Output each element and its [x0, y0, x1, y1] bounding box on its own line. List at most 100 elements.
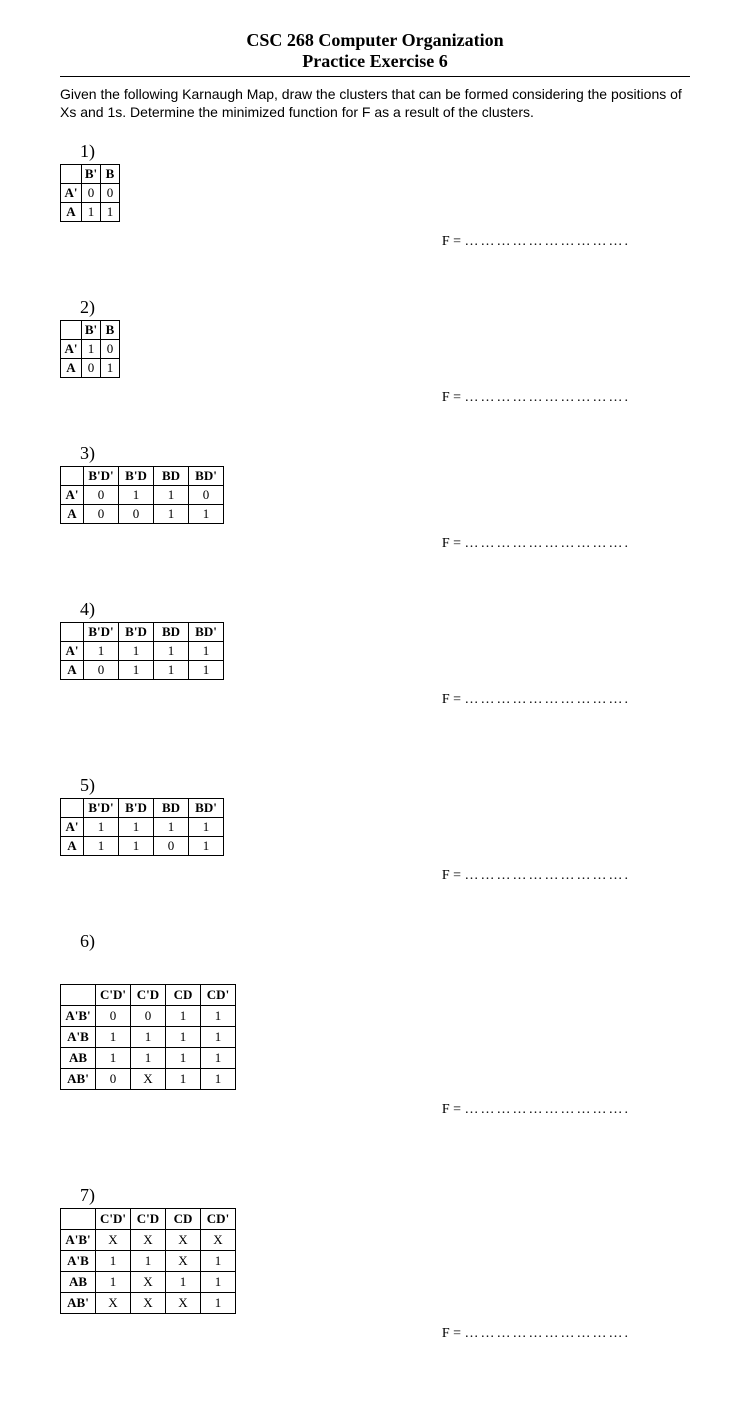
kmap-corner: [61, 985, 96, 1006]
kmap-cell: X: [166, 1230, 201, 1251]
answer-prefix: F =: [442, 536, 465, 551]
page-header: CSC 268 Computer Organization Practice E…: [60, 30, 690, 77]
kmap-cell: 0: [189, 486, 224, 505]
col-header: C'D': [96, 985, 131, 1006]
col-header: C'D': [96, 1209, 131, 1230]
kmap-cell: 1: [96, 1027, 131, 1048]
answer-line-6: F = ………………………….: [442, 1102, 630, 1118]
kmap-cell: 1: [119, 661, 154, 680]
row-header: AB: [61, 1272, 96, 1293]
kmap-cell: 0: [96, 1069, 131, 1090]
col-header: BD': [189, 467, 224, 486]
kmap-cell: 1: [96, 1048, 131, 1069]
kmap-5: B'D' B'D BD BD' A' 1 1 1 1 A 1 1 0 1: [60, 798, 224, 856]
col-header: C'D: [131, 985, 166, 1006]
col-header: CD': [201, 985, 236, 1006]
kmap-cell: 1: [189, 837, 224, 856]
kmap-cell: X: [96, 1293, 131, 1314]
kmap-cell: 0: [82, 359, 101, 378]
col-header: B'D: [119, 623, 154, 642]
col-header: BD: [154, 467, 189, 486]
kmap-corner: [61, 467, 84, 486]
col-header: B'D: [119, 799, 154, 818]
header-line-1: CSC 268 Computer Organization: [60, 30, 690, 51]
col-header: B'D': [84, 623, 119, 642]
answer-prefix: F =: [442, 234, 465, 249]
kmap-cell: 0: [101, 340, 120, 359]
kmap-cell: 1: [166, 1069, 201, 1090]
problem-1-number: 1): [80, 141, 690, 162]
row-header: A: [61, 661, 84, 680]
answer-prefix: F =: [442, 1102, 465, 1117]
kmap-cell: 1: [154, 661, 189, 680]
col-header: B': [82, 165, 101, 184]
kmap-cell: 1: [154, 642, 189, 661]
kmap-cell: 1: [189, 818, 224, 837]
problem-7: 7) C'D' C'D CD CD' A'B' X X X X A'B 1 1 …: [60, 1185, 690, 1314]
kmap-cell: 1: [154, 818, 189, 837]
kmap-cell: 1: [101, 203, 120, 222]
kmap-cell: 1: [166, 1048, 201, 1069]
kmap-cell: 1: [84, 642, 119, 661]
row-header: A': [61, 486, 84, 505]
kmap-cell: X: [131, 1293, 166, 1314]
col-header: B: [101, 321, 120, 340]
col-header: BD: [154, 799, 189, 818]
problem-1: 1) B' B A' 0 0 A 1 1 F = ………………………….: [60, 141, 690, 222]
answer-dots: ………………………….: [465, 234, 631, 249]
problem-5-number: 5): [80, 775, 690, 796]
kmap-corner: [61, 1209, 96, 1230]
kmap-cell: 1: [96, 1251, 131, 1272]
kmap-cell: 1: [131, 1251, 166, 1272]
kmap-cell: X: [131, 1272, 166, 1293]
kmap-cell: 1: [119, 642, 154, 661]
kmap-cell: 1: [189, 661, 224, 680]
col-header: BD': [189, 623, 224, 642]
row-header: A: [61, 203, 82, 222]
answer-dots: ………………………….: [465, 390, 631, 405]
answer-line-4: F = ………………………….: [442, 692, 630, 708]
col-header: B'D': [84, 467, 119, 486]
kmap-7: C'D' C'D CD CD' A'B' X X X X A'B 1 1 X 1…: [60, 1208, 236, 1314]
col-header: B'D': [84, 799, 119, 818]
row-header: A'B': [61, 1006, 96, 1027]
kmap-cell: 0: [82, 184, 101, 203]
kmap-cell: 0: [154, 837, 189, 856]
answer-prefix: F =: [442, 868, 465, 883]
kmap-cell: 1: [201, 1293, 236, 1314]
problem-3-number: 3): [80, 443, 690, 464]
answer-line-3: F = ………………………….: [442, 536, 630, 552]
kmap-cell: 0: [101, 184, 120, 203]
kmap-cell: X: [96, 1230, 131, 1251]
kmap-cell: 1: [166, 1006, 201, 1027]
answer-dots: ………………………….: [465, 868, 631, 883]
kmap-cell: 1: [119, 486, 154, 505]
kmap-cell: 1: [201, 1069, 236, 1090]
answer-dots: ………………………….: [465, 1102, 631, 1117]
kmap-cell: 1: [82, 203, 101, 222]
kmap-2: B' B A' 1 0 A 0 1: [60, 320, 120, 378]
kmap-cell: X: [131, 1230, 166, 1251]
kmap-cell: 1: [166, 1027, 201, 1048]
kmap-cell: 1: [119, 837, 154, 856]
problem-7-number: 7): [80, 1185, 690, 1206]
answer-dots: ………………………….: [465, 692, 631, 707]
kmap-cell: X: [166, 1251, 201, 1272]
kmap-cell: 1: [84, 837, 119, 856]
kmap-cell: 0: [96, 1006, 131, 1027]
kmap-cell: 1: [131, 1048, 166, 1069]
kmap-cell: 0: [119, 505, 154, 524]
kmap-cell: X: [201, 1230, 236, 1251]
answer-line-1: F = ………………………….: [442, 234, 630, 250]
kmap-corner: [61, 165, 82, 184]
kmap-cell: 0: [84, 505, 119, 524]
col-header: B'D: [119, 467, 154, 486]
instructions-text: Given the following Karnaugh Map, draw t…: [60, 85, 690, 121]
row-header: A: [61, 505, 84, 524]
row-header: A': [61, 818, 84, 837]
kmap-cell: 1: [201, 1027, 236, 1048]
col-header: B: [101, 165, 120, 184]
kmap-cell: 1: [189, 642, 224, 661]
answer-line-7: F = ………………………….: [442, 1326, 630, 1342]
header-line-2: Practice Exercise 6: [60, 51, 690, 72]
